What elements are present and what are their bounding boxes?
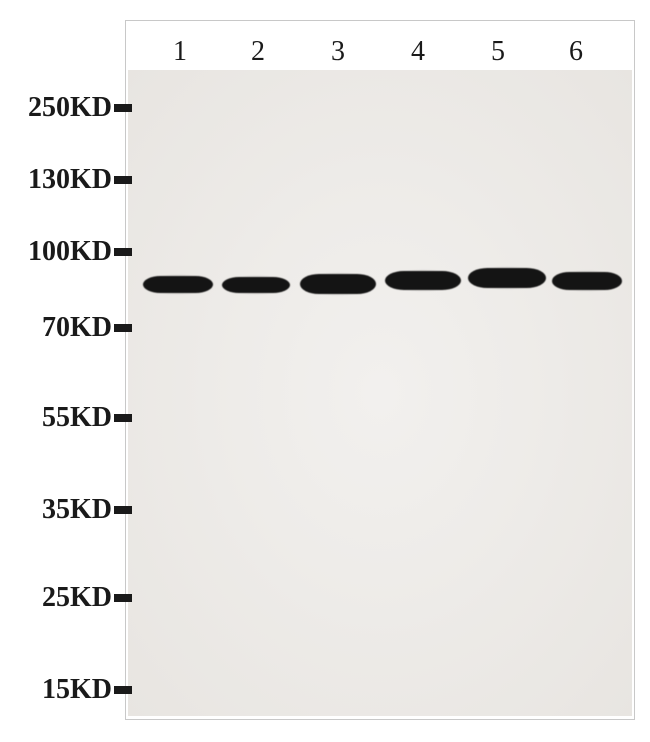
membrane-background	[128, 70, 632, 716]
mw-marker-label: 130KD	[28, 164, 112, 196]
protein-band	[385, 271, 461, 290]
mw-marker: 15KD	[42, 674, 132, 706]
mw-marker-label: 250KD	[28, 92, 112, 124]
mw-marker-tick	[114, 506, 132, 514]
mw-marker: 100KD	[28, 236, 132, 268]
mw-marker-label: 25KD	[42, 582, 112, 614]
protein-band	[552, 272, 622, 290]
mw-marker-tick	[114, 686, 132, 694]
mw-marker-tick	[114, 594, 132, 602]
mw-marker-tick	[114, 324, 132, 332]
mw-marker-label: 15KD	[42, 674, 112, 706]
lane-label: 6	[569, 36, 583, 68]
lane-label: 5	[491, 36, 505, 68]
mw-marker-tick	[114, 176, 132, 184]
mw-marker: 70KD	[42, 312, 132, 344]
lane-label: 2	[251, 36, 265, 68]
mw-marker: 250KD	[28, 92, 132, 124]
protein-band	[300, 274, 376, 294]
mw-marker-label: 55KD	[42, 402, 112, 434]
lane-label: 1	[173, 36, 187, 68]
protein-band	[222, 277, 290, 293]
mw-marker-label: 35KD	[42, 494, 112, 526]
mw-marker: 25KD	[42, 582, 132, 614]
western-blot-figure: 1 2 3 4 5 6 250KD 130KD 100KD 70KD 55KD 35KD 25KD 15…	[0, 0, 650, 742]
mw-marker: 130KD	[28, 164, 132, 196]
mw-marker-tick	[114, 248, 132, 256]
mw-marker-tick	[114, 414, 132, 422]
protein-band	[468, 268, 546, 288]
lane-label: 4	[411, 36, 425, 68]
mw-marker-tick	[114, 104, 132, 112]
protein-band	[143, 276, 213, 293]
mw-marker: 55KD	[42, 402, 132, 434]
mw-marker: 35KD	[42, 494, 132, 526]
mw-marker-label: 70KD	[42, 312, 112, 344]
mw-marker-label: 100KD	[28, 236, 112, 268]
lane-label: 3	[331, 36, 345, 68]
